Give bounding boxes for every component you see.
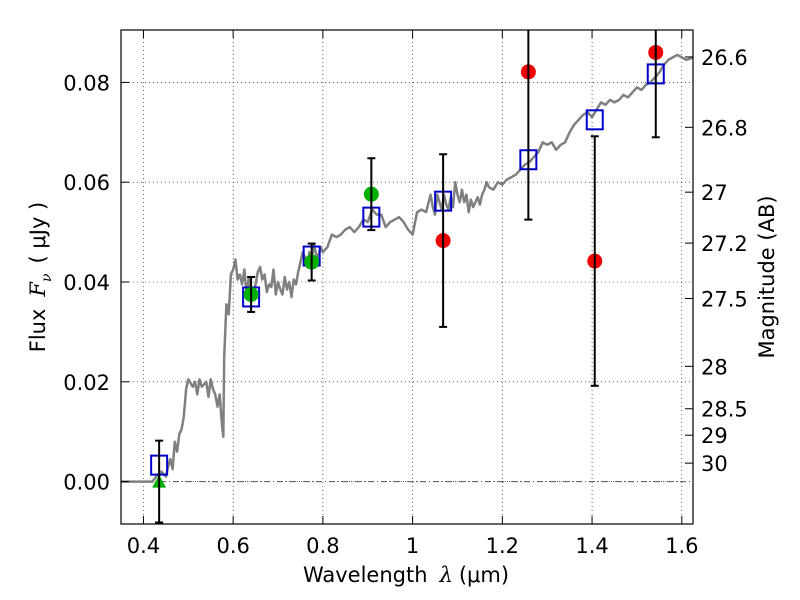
x-tick-label: 0.8 [306, 534, 339, 558]
magnitude-axis-title: Magnitude (AB) [755, 195, 779, 358]
magnitude-tick-label: 28 [701, 355, 728, 379]
x-tick-label: 1 [406, 534, 419, 558]
magnitude-tick-label: 30 [701, 452, 728, 476]
magnitude-tick-label: 27.5 [701, 287, 748, 311]
y-axis-title: FluxFν( μJy ) [26, 202, 55, 352]
magnitude-tick-label: 26.8 [701, 116, 748, 140]
y-tick-label: 0.04 [63, 271, 110, 295]
y-tick-label: 0.02 [63, 371, 110, 395]
y-tick-label: 0.00 [63, 471, 110, 495]
error-bars [155, 30, 660, 524]
x-tick-label: 0.4 [127, 534, 160, 558]
data-points [150, 44, 665, 488]
x-tick-label: 0.6 [216, 534, 249, 558]
y-tick-label: 0.06 [63, 171, 110, 195]
magnitude-tick-label: 27 [701, 181, 728, 205]
x-tick-label: 1.2 [486, 534, 519, 558]
grid [121, 30, 693, 524]
x-tick-label: 1.4 [575, 534, 608, 558]
y-tick-label: 0.08 [63, 71, 110, 95]
x-axis-title: Wavelength λ (μm) [303, 563, 509, 587]
model-spectrum-line [121, 53, 693, 483]
magnitude-tick-label: 27.2 [701, 232, 748, 256]
magnitude-tick-label: 29 [701, 424, 728, 448]
plot-frame [120, 29, 694, 525]
x-tick-label: 1.6 [665, 534, 698, 558]
axis-ticks: 0.4 0.6 0.8 1 1.2 1.4 1.6 0.00 0.02 0.04 0.06 0.08 2… [63, 30, 748, 558]
magnitude-tick-label: 28.5 [701, 398, 748, 422]
magnitude-tick-label: 26.6 [701, 46, 748, 70]
open-square-marker [585, 109, 604, 131]
